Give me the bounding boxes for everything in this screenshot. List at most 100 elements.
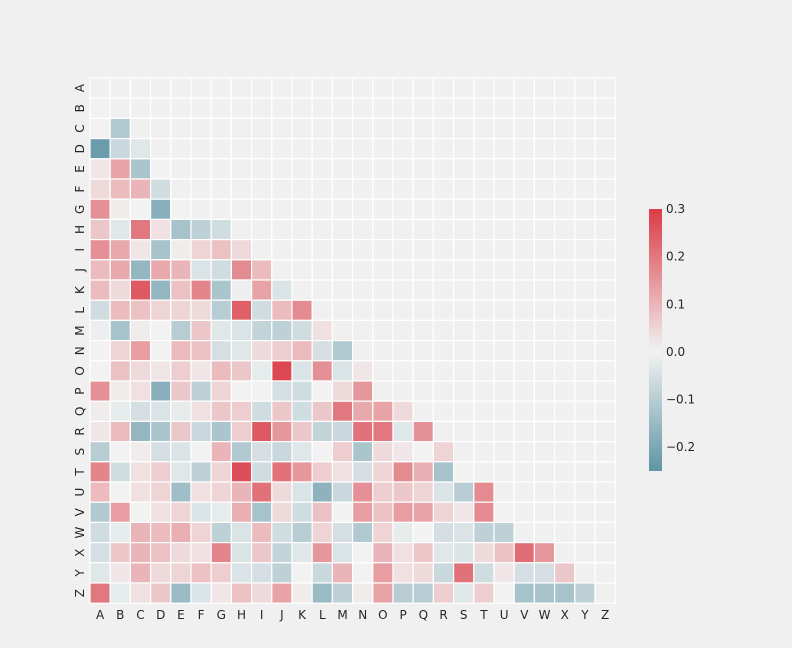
heatmap-cell-I-B [109,239,131,261]
heatmap-cell-Z-B [109,582,131,604]
heatmap-cell-Y-D [150,562,172,584]
heatmap-cell-S-E [170,441,192,463]
heatmap-cell-W-R [432,521,455,544]
masked-cell [251,77,273,99]
masked-cell [271,239,293,261]
heatmap-cell-V-P [392,501,414,524]
masked-cell [574,158,596,180]
masked-cell [129,97,152,119]
masked-cell [493,441,515,463]
heatmap-cell-Y-S [453,562,475,584]
heatmap-cell-P-G [210,380,232,402]
masked-cell [574,501,596,524]
heatmap-cell-R-E [170,420,192,443]
heatmap-cell-U-F [190,481,212,503]
masked-cell [392,218,414,241]
heatmap-cell-S-K [291,441,313,463]
masked-cell [533,218,556,241]
masked-cell [331,178,354,200]
heatmap-cell-X-V [513,541,536,564]
masked-cell [372,380,394,402]
heatmap-cell-R-K [291,420,313,443]
heatmap-cell-D-A [89,138,111,160]
heatmap-cell-X-L [311,541,334,564]
masked-cell [533,319,556,342]
heatmap-cell-U-Q [412,481,435,503]
masked-cell [331,117,354,140]
masked-cell [412,340,435,362]
heatmap-cell-K-B [109,279,131,301]
heatmap-cell-T-Q [412,461,435,483]
heatmap-cell-N-D [150,340,172,362]
masked-cell [473,77,495,99]
x-tick-label: S [460,608,468,622]
masked-cell [210,117,232,140]
heatmap-cell-N-C [129,340,152,362]
masked-cell [533,239,556,261]
masked-cell [109,97,131,119]
masked-cell [432,380,455,402]
masked-cell [493,400,515,423]
heatmap-cell-J-G [210,259,232,281]
masked-cell [392,198,414,220]
masked-cell [190,178,212,200]
masked-cell [493,97,515,119]
heatmap-cell-P-A [89,380,111,402]
masked-cell [170,117,192,140]
masked-cell [210,178,232,200]
masked-cell [473,239,495,261]
heatmap-cell-Q-D [150,400,172,423]
heatmap-cell-N-J [271,340,293,362]
heatmap-cell-T-A [89,461,111,483]
masked-cell [230,218,253,241]
masked-cell [251,138,273,160]
masked-cell [230,77,253,99]
masked-cell [432,158,455,180]
masked-cell [574,178,596,200]
heatmap-cell-U-R [432,481,455,503]
masked-cell [412,77,435,99]
heatmap-cell-S-P [392,441,414,463]
heatmap-cell-F-D [150,178,172,200]
masked-cell [553,501,576,524]
heatmap-cell-Z-N [352,582,374,604]
heatmap-cell-L-F [190,299,212,322]
y-tick-label: W [73,526,87,538]
masked-cell [594,319,616,342]
masked-cell [513,400,536,423]
masked-cell [513,461,536,483]
heatmap-cell-W-M [331,521,354,544]
heatmap-cell-V-E [170,501,192,524]
heatmap-cell-K-A [89,279,111,301]
masked-cell [331,158,354,180]
masked-cell [271,77,293,99]
masked-cell [392,138,414,160]
masked-cell [473,97,495,119]
heatmap-cell-X-I [251,541,273,564]
masked-cell [251,117,273,140]
heatmap-cell-Z-T [473,582,495,604]
masked-cell [372,97,394,119]
heatmap-cell-U-B [109,481,131,503]
heatmap-cell-F-C [129,178,152,200]
heatmap-cell-Y-L [311,562,334,584]
masked-cell [553,521,576,544]
heatmap-cell-T-D [150,461,172,483]
heatmap-cell-M-D [150,319,172,342]
heatmap-cell-F-A [89,178,111,200]
heatmap-cell-O-M [331,360,354,382]
heatmap-cell-N-H [230,340,253,362]
heatmap-cell-N-A [89,340,111,362]
heatmap-cell-T-P [392,461,414,483]
masked-cell [352,279,374,301]
heatmap-cell-P-L [311,380,334,402]
heatmap-cell-Q-L [311,400,334,423]
masked-cell [493,279,515,301]
masked-cell [533,461,556,483]
masked-cell [594,582,616,604]
heatmap-cell-S-G [210,441,232,463]
heatmap-cell-W-S [453,521,475,544]
masked-cell [352,117,374,140]
heatmap-cell-V-R [432,501,455,524]
masked-cell [392,380,414,402]
